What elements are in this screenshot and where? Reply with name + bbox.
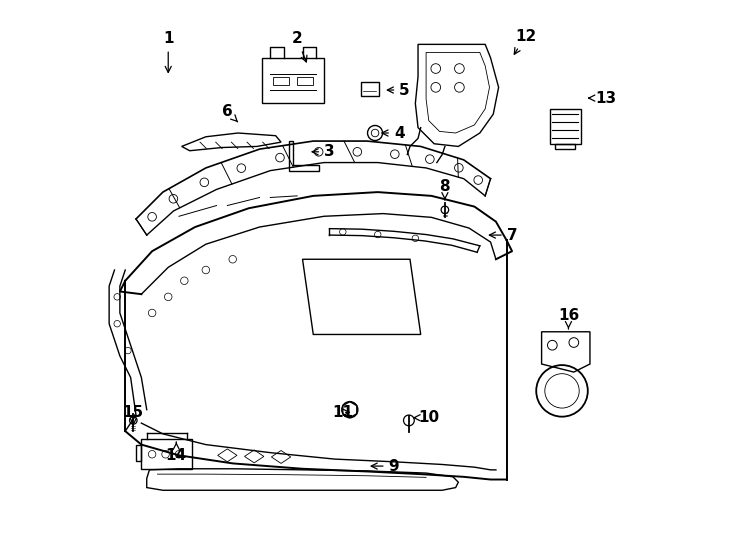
Text: 1: 1 [163,31,173,72]
Text: 13: 13 [589,91,617,106]
Text: 10: 10 [414,410,440,425]
FancyBboxPatch shape [360,82,379,96]
Circle shape [441,206,448,214]
Text: 2: 2 [292,31,307,62]
Text: 5: 5 [388,83,410,98]
Bar [273,77,289,85]
Text: 4: 4 [382,125,404,140]
Text: 6: 6 [222,104,238,122]
Text: 12: 12 [515,29,536,54]
Text: 8: 8 [440,179,450,200]
Text: 9: 9 [371,458,399,474]
Text: 11: 11 [333,405,353,420]
Text: 14: 14 [166,442,187,463]
Text: 16: 16 [558,308,579,329]
Text: 7: 7 [490,227,517,242]
Text: 15: 15 [123,405,144,426]
Text: 3: 3 [312,144,335,159]
Bar [297,77,313,85]
